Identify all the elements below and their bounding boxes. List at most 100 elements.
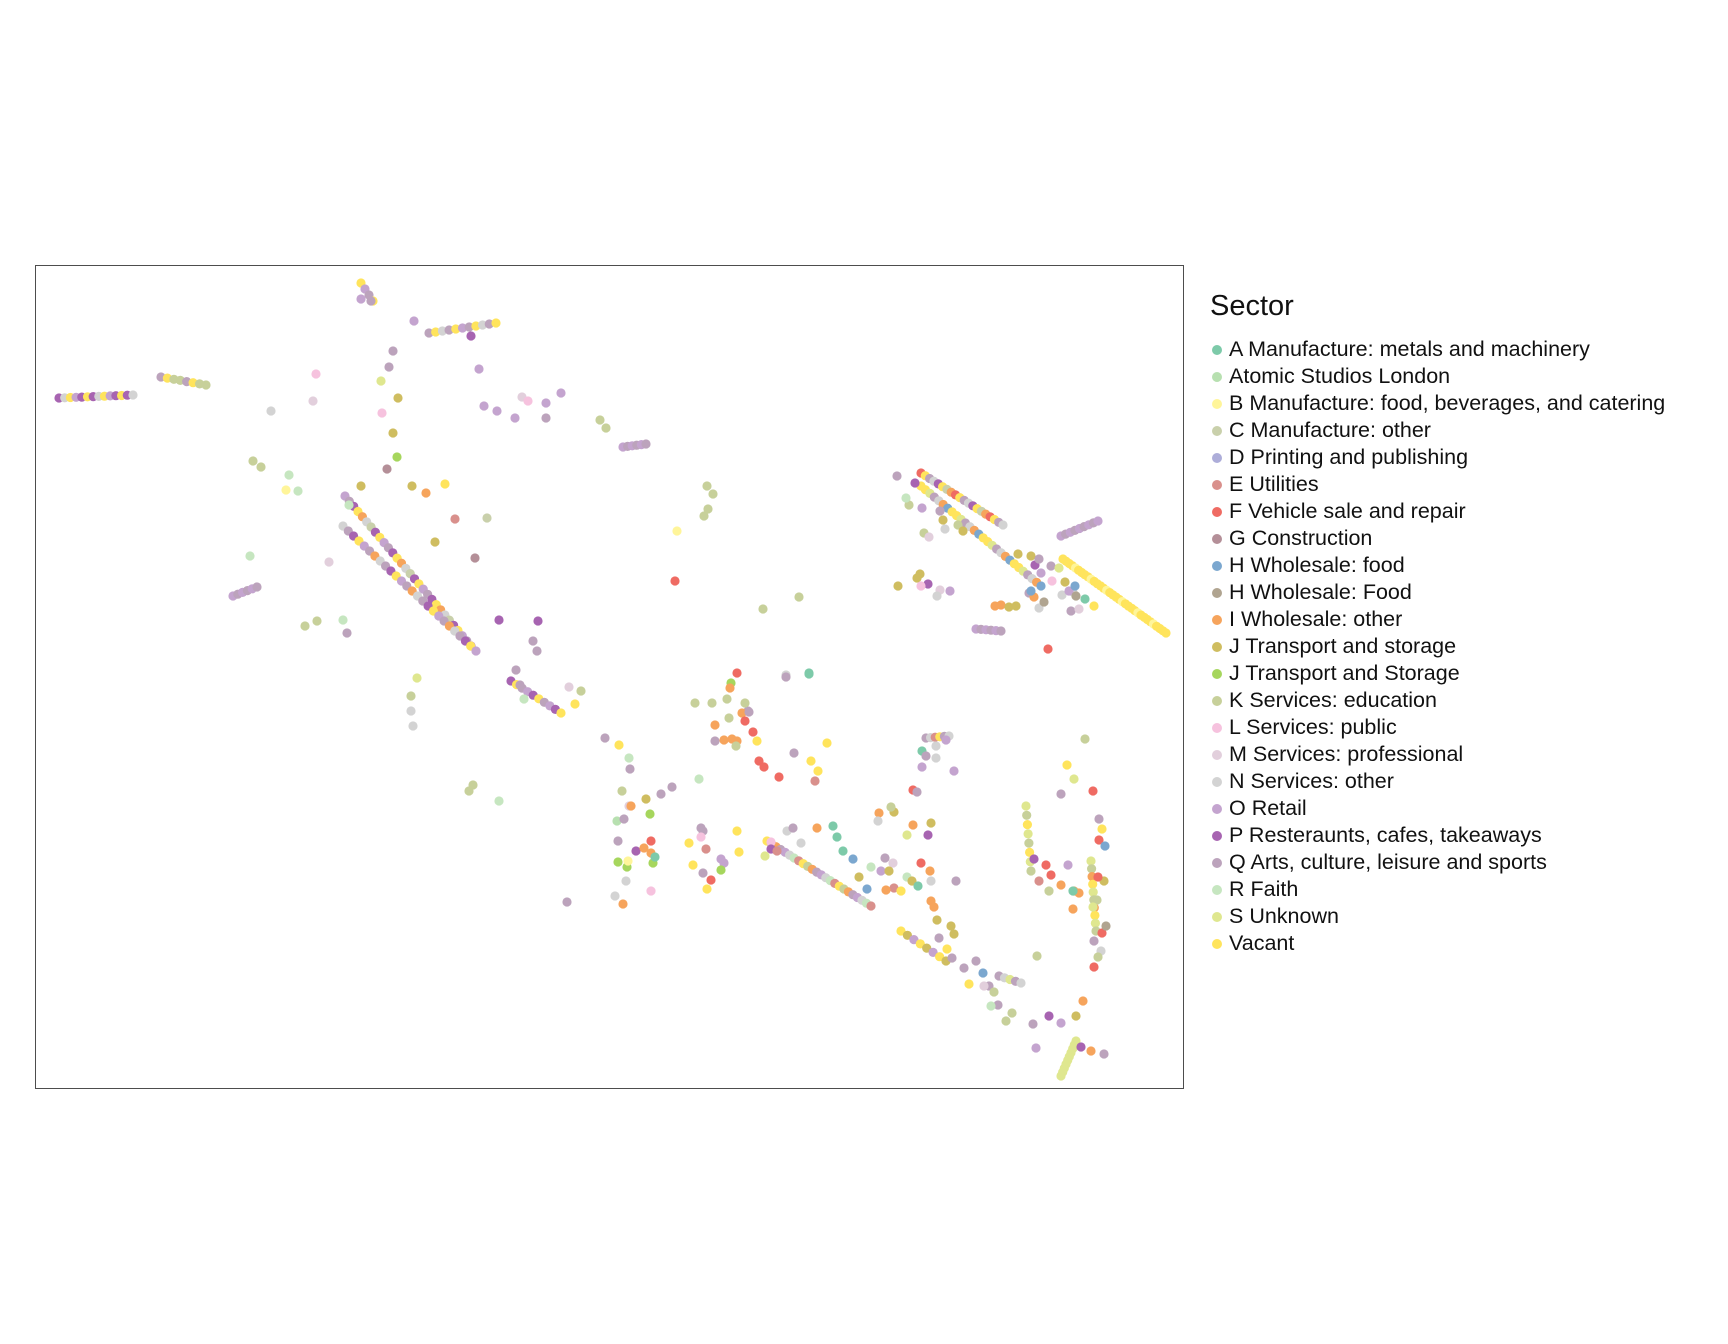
legend-key <box>1212 587 1222 598</box>
legend-key <box>1212 695 1222 706</box>
legend-item: R Faith <box>1210 876 1710 903</box>
map-point <box>1093 952 1103 962</box>
map-point <box>1013 549 1023 559</box>
map-point <box>388 428 398 438</box>
legend-item: D Printing and publishing <box>1210 444 1710 471</box>
map-point <box>421 488 431 498</box>
map-point <box>1161 628 1171 638</box>
map-point <box>624 753 634 763</box>
map-point <box>1087 864 1097 874</box>
map-point <box>812 823 822 833</box>
map-point <box>889 883 899 893</box>
map-point <box>1068 904 1078 914</box>
map-point <box>774 772 784 782</box>
map-point <box>308 396 318 406</box>
map-point <box>523 396 533 406</box>
map-point <box>510 413 520 423</box>
map-point <box>1092 895 1102 905</box>
map-point <box>934 933 944 943</box>
map-point <box>1076 1042 1086 1052</box>
map-point <box>626 801 636 811</box>
map-point <box>978 968 988 978</box>
map-point <box>450 514 460 524</box>
map-point <box>904 500 914 510</box>
map-point <box>491 318 501 328</box>
map-point <box>1066 606 1076 616</box>
map-point <box>494 796 504 806</box>
map-point <box>406 706 416 716</box>
map-point <box>893 581 903 591</box>
map-point <box>245 551 255 561</box>
map-point <box>650 852 660 862</box>
map-point <box>377 408 387 418</box>
map-point <box>256 462 266 472</box>
map-point <box>440 479 450 489</box>
legend-item: G Construction <box>1210 525 1710 552</box>
map-point <box>684 838 694 848</box>
map-point <box>672 526 682 536</box>
map-point <box>925 866 935 876</box>
legend-key <box>1212 857 1222 868</box>
map-point <box>989 987 999 997</box>
map-point <box>1088 887 1098 897</box>
map-point <box>284 470 294 480</box>
map-point <box>698 868 708 878</box>
map-point <box>600 733 610 743</box>
map-point <box>1056 880 1066 890</box>
legend-item: Q Arts, culture, leisure and sports <box>1210 849 1710 876</box>
map-point <box>796 838 806 848</box>
map-point <box>619 814 629 824</box>
map-point <box>601 423 611 433</box>
map-point <box>706 875 716 885</box>
map-point <box>902 930 913 940</box>
map-point <box>788 823 798 833</box>
legend-item: E Utilities <box>1210 471 1710 498</box>
map-point <box>766 837 776 847</box>
map-point <box>959 963 969 973</box>
map-point <box>916 581 926 591</box>
legend-key <box>1212 452 1222 463</box>
map-point <box>670 576 680 586</box>
legend-item: S Unknown <box>1210 903 1710 930</box>
map-point <box>866 862 876 872</box>
map-point <box>482 513 492 523</box>
map-point <box>996 626 1006 636</box>
map-point <box>430 537 440 547</box>
map-point <box>625 764 635 774</box>
legend-label: S Unknown <box>1229 904 1339 928</box>
map-point <box>570 699 580 709</box>
legend-label: K Services: education <box>1229 688 1437 712</box>
legend-item: K Services: education <box>1210 687 1710 714</box>
map-point <box>1071 1011 1081 1021</box>
map-point <box>1089 936 1099 946</box>
map-point <box>1100 841 1110 851</box>
legend-item: N Services: other <box>1210 768 1710 795</box>
legend-key <box>1212 722 1222 733</box>
legend-label: H Wholesale: Food <box>1229 580 1412 604</box>
map-point <box>880 853 890 863</box>
map-point <box>1078 996 1088 1006</box>
map-point <box>694 774 704 784</box>
map-point <box>474 364 484 374</box>
map-point <box>631 846 641 856</box>
map-point <box>641 439 651 449</box>
legend-label: N Services: other <box>1229 769 1394 793</box>
map-point <box>494 615 504 625</box>
map-point <box>838 846 848 856</box>
legend-key <box>1212 398 1222 409</box>
map-point <box>931 741 941 751</box>
map-point <box>1036 568 1046 578</box>
map-point <box>993 1000 1003 1010</box>
legend-label: P Resteraunts, cafes, takeaways <box>1229 823 1542 847</box>
map-point <box>1011 601 1021 611</box>
map-point <box>1047 576 1057 586</box>
map-point <box>725 683 735 693</box>
map-point <box>646 836 656 846</box>
map-point <box>971 956 981 966</box>
map-point <box>1099 1049 1109 1059</box>
map-point <box>1056 789 1066 799</box>
legend: Sector A Manufacture: metals and machine… <box>1210 288 1710 957</box>
map-point <box>781 672 791 682</box>
map-point <box>862 884 872 894</box>
map-point <box>752 736 762 746</box>
